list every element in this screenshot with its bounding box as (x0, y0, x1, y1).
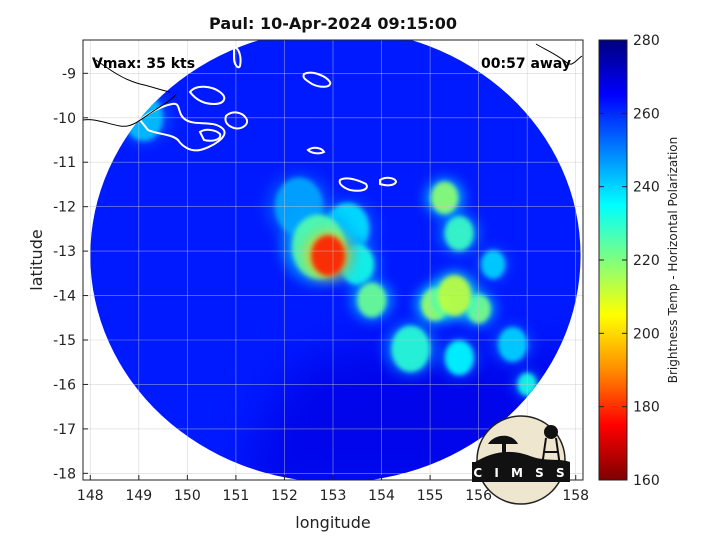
x-tick-label: 158 (562, 488, 589, 504)
y-axis-label: latitude (27, 229, 46, 290)
y-axis-ticks: -9 -10 -11 -12 -13 -14 -15 -16 -17 -18 (53, 66, 88, 482)
x-tick-label: 149 (125, 488, 152, 504)
cold-feature-core (391, 325, 431, 373)
cold-feature-core (311, 235, 346, 276)
cold-feature-core (444, 215, 474, 251)
colorbar-tick-label: 220 (633, 253, 660, 269)
y-tick-label: -16 (53, 377, 76, 393)
x-tick-label: 155 (417, 488, 444, 504)
cold-feature-core (498, 326, 528, 362)
colorbar-tick-label: 180 (633, 400, 660, 416)
x-tick-label: 150 (174, 488, 201, 504)
coast-island-3 (198, 128, 222, 142)
coast-island-6 (379, 176, 398, 187)
coast-island-2 (224, 111, 248, 130)
chart-title: Paul: 10-Apr-2024 09:15:00 (209, 14, 457, 33)
y-tick-label: -13 (53, 244, 76, 260)
coast-png (138, 102, 226, 152)
logo-tower-tank (544, 425, 558, 439)
vmax-annotation: Vmax: 35 kts (92, 56, 195, 72)
logo-banner (472, 462, 570, 482)
colorbar-tick-label: 280 (633, 33, 660, 49)
cold-feature-core (431, 181, 459, 215)
y-tick-label: -10 (53, 111, 76, 127)
logo-tower-legs (541, 437, 561, 467)
coast-island-1 (188, 85, 226, 106)
coast-island-8 (233, 46, 242, 69)
x-tick-label: 156 (465, 488, 492, 504)
colorbar: 160 180 200 220 240 260 280 Brightness Temp - … (598, 33, 680, 489)
cold-feature-core (444, 340, 474, 376)
cimss-logo: C I M S S (472, 415, 570, 505)
y-tick-label: -12 (53, 200, 76, 216)
y-tick-label: -15 (53, 333, 76, 349)
y-tick-label: -18 (53, 466, 76, 482)
land-ne-islands (535, 43, 583, 65)
x-tick-label: 148 (77, 488, 104, 504)
x-tick-label: 152 (271, 488, 298, 504)
colorbar-tick-label: 200 (633, 326, 660, 342)
coast-island-5 (338, 177, 368, 192)
logo-text: C I M S S (473, 466, 568, 480)
y-tick-label: -11 (53, 155, 76, 171)
x-tick-label: 153 (320, 488, 347, 504)
x-tick-label: 154 (368, 488, 395, 504)
colorbar-tick-label: 240 (633, 180, 660, 196)
colorbar-tick-label: 160 (633, 473, 660, 489)
coast-island-7 (306, 146, 326, 155)
land-outline (83, 43, 583, 127)
cold-feature-core (481, 249, 506, 280)
plot-area (83, 40, 583, 480)
colorbar-tick-label: 260 (633, 106, 660, 122)
land-png-coast (83, 93, 177, 127)
logo-dish (488, 435, 518, 444)
y-tick-label: -17 (53, 422, 76, 438)
y-tick-label: -14 (53, 289, 76, 305)
x-tick-label: 151 (223, 488, 250, 504)
land-north-coast (95, 59, 171, 93)
cold-feature-core (357, 282, 387, 318)
x-axis-label: longitude (295, 513, 370, 532)
time-away-annotation: 00:57 away (481, 56, 571, 72)
y-tick-label: -9 (62, 66, 76, 82)
colorbar-label: Brightness Temp - Horizontal Polarizatio… (666, 137, 680, 384)
colorbar-ticks: 160 180 200 220 240 260 280 (599, 33, 660, 489)
coastlines (138, 46, 398, 192)
coast-island-4 (302, 71, 332, 88)
logo-dish-stand (502, 444, 506, 458)
